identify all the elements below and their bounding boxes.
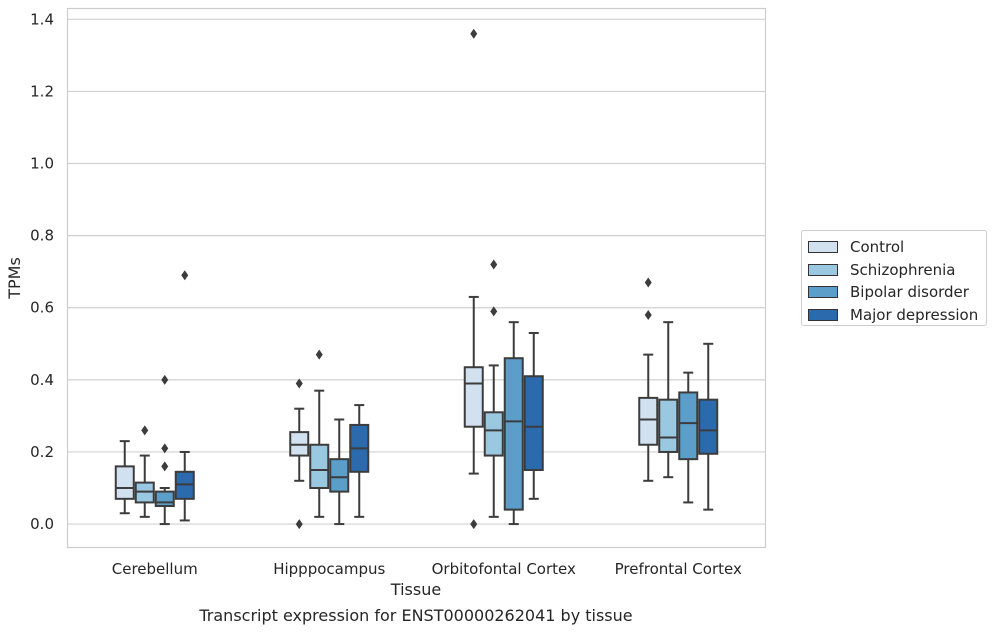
y-tick-labels: 0.0 0.2 0.4 0.6 0.8 1.0 1.2 1.4 [30,10,54,533]
outlier-point [161,374,169,385]
outlier-point [315,349,323,360]
box-3-2 [523,331,544,500]
x-tick-label: Hipppocampus [273,560,385,578]
legend-label: Bipolar disorder [850,283,969,302]
box-body [638,396,659,446]
x-axis-label: Tissue [390,580,441,599]
box-body [329,458,350,493]
box-2-3 [678,371,699,504]
box-2-1 [329,418,350,526]
box-0-3 [638,277,659,482]
legend-swatch [808,286,838,299]
outlier-point [141,425,149,436]
legend-label: Control [850,238,905,257]
box-3-3 [698,342,719,511]
legend-item: Major depression [808,304,986,327]
box-0-0 [114,440,135,515]
box-body [523,375,544,471]
box-2-2 [503,321,524,526]
box-1-2 [483,259,504,518]
legend-label: Schizophrenia [850,260,956,279]
y-tick-label: 1.4 [30,10,54,28]
y-tick-label: 0.2 [30,443,54,461]
chart-caption: Transcript expression for ENST0000026204… [199,606,633,625]
box-body [658,398,679,453]
box-body [483,411,504,457]
outlier-point [470,519,478,530]
outlier-point [644,277,652,288]
box-plot-chart: 0.0 0.2 0.4 0.6 0.8 1.0 1.2 1.4 Cerebellum Hippp… [5,7,767,599]
y-tick-label: 0.0 [30,515,54,533]
y-tick-label: 1.0 [30,155,54,173]
outlier-point [295,378,303,389]
y-tick-label: 0.8 [30,227,54,245]
outlier-point [490,306,498,317]
box-1-3 [658,321,679,479]
y-tick-label: 0.6 [30,299,54,317]
outlier-point [470,28,478,39]
outlier-point [161,443,169,454]
box-3-0 [174,270,195,522]
legend-swatch [808,308,838,321]
x-tick-label: Orbitofontal Cortex [432,560,576,578]
legend-label: Major depression [850,305,979,324]
box-0-1 [289,378,310,530]
box-body [154,490,175,508]
box-1-1 [309,349,330,518]
outlier-point [161,461,169,472]
y-tick-label: 0.4 [30,371,54,389]
legend-swatch [808,263,838,276]
legend-item: Bipolar disorder [808,281,986,304]
outlier-point [644,309,652,320]
y-axis-label: TPMs [5,257,24,300]
box-body [678,391,699,461]
x-tick-labels: Cerebellum Hipppocampus Orbitofontal Corte… [112,560,742,578]
box-1-0 [134,425,155,518]
x-tick-label: Cerebellum [112,560,198,578]
box-2-0 [154,374,175,526]
outlier-point [295,519,303,530]
boxes [114,28,719,530]
plot-area [66,7,767,549]
box-body [503,357,524,511]
box-body [698,398,719,455]
outlier-point [490,259,498,270]
legend-swatch [808,241,838,254]
x-tick-label: Prefrontal Cortex [615,560,742,578]
box-body [463,366,484,428]
box-0-2 [463,28,484,530]
box-body [114,465,135,500]
y-tick-label: 1.2 [30,82,54,100]
legend-item: Schizophrenia [808,259,986,282]
box-body [309,443,330,490]
legend-item: Control [808,236,986,259]
box-3-1 [349,404,370,518]
legend: Control Schizophrenia Bipolar disorder Majo… [801,230,987,326]
outlier-point [181,270,189,281]
